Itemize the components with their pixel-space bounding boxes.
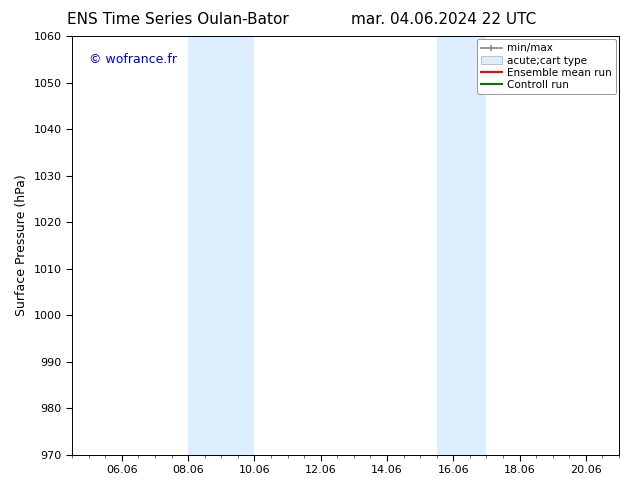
Text: mar. 04.06.2024 22 UTC: mar. 04.06.2024 22 UTC — [351, 12, 536, 27]
Bar — [437, 36, 486, 455]
Text: © wofrance.fr: © wofrance.fr — [89, 53, 176, 66]
Y-axis label: Surface Pressure (hPa): Surface Pressure (hPa) — [15, 174, 28, 316]
Bar — [188, 36, 254, 455]
Legend: min/max, acute;cart type, Ensemble mean run, Controll run: min/max, acute;cart type, Ensemble mean … — [477, 39, 616, 94]
Text: ENS Time Series Oulan-Bator: ENS Time Series Oulan-Bator — [67, 12, 288, 27]
